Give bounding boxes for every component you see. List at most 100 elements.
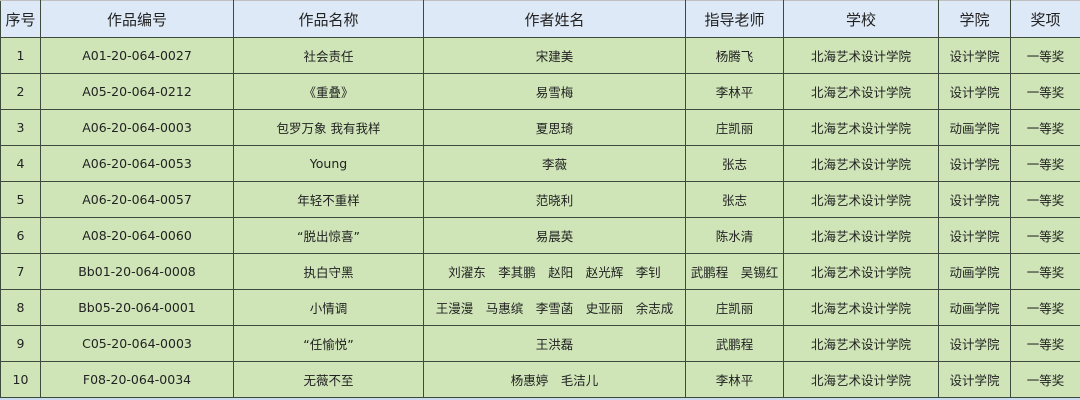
table-row: 8 Bb05-20-064-0001 小情调 王漫漫 马惠缤 李雪菡 史亚丽 余志成庄… [0,289,1080,326]
cell-award: 一等奖 [1010,109,1080,146]
cell-work-title: 无薇不至 [233,361,424,398]
table-row: 4 A06-20-064-0053 Young 李薇 张志 北海艺术设计学院 设计学院 一等奖 [0,145,1080,182]
table-row: 10 F08-20-064-0034 无薇不至 杨惠婷 毛洁儿 李林平 北海艺术设计学院设… [0,361,1080,398]
column-header-advisor: 指导老师 [685,0,784,38]
column-header-school: 学校 [783,0,939,38]
cell-authors: 范晓利 [423,181,686,218]
cell-advisor: 李林平 [685,361,784,398]
cell-college: 设计学院 [938,181,1011,218]
cell-authors: 杨惠婷 毛洁儿 [423,361,686,398]
cell-award: 一等奖 [1010,289,1080,326]
cell-index: 2 [0,73,41,110]
cell-college: 动画学院 [938,253,1011,290]
cell-index: 7 [0,253,41,290]
table-row: 1 A01-20-064-0027 社会责任 宋建美 杨腾飞 北海艺术设计学院 设计学院 一等… [0,37,1080,74]
cell-school: 北海艺术设计学院 [783,217,939,254]
cell-college: 设计学院 [938,145,1011,182]
cell-advisor: 陈水清 [685,217,784,254]
cell-advisor: 庄凯丽 [685,109,784,146]
cell-college: 动画学院 [938,109,1011,146]
cell-award: 一等奖 [1010,37,1080,74]
cell-college: 动画学院 [938,289,1011,326]
cell-advisor: 武鹏程 吴锡红 [685,253,784,290]
cell-index: 3 [0,109,41,146]
cell-advisor: 张志 [685,181,784,218]
cell-index: 4 [0,145,41,182]
cell-work-id: A06-20-064-0003 [40,109,234,146]
cell-work-id: A06-20-064-0057 [40,181,234,218]
cell-award: 一等奖 [1010,361,1080,398]
cell-school: 北海艺术设计学院 [783,361,939,398]
table-row: 6 A08-20-064-0060 “脱出惊喜” 易晨英 陈水清 北海艺术设计学院 设计学院… [0,217,1080,254]
table-row: 5 A06-20-064-0057 年轻不重样 范晓利 张志 北海艺术设计学院 设计学院 一等… [0,181,1080,218]
cell-advisor: 武鹏程 [685,325,784,362]
column-header-authors: 作者姓名 [423,0,686,38]
cell-authors: 宋建美 [423,37,686,74]
cell-advisor: 李林平 [685,73,784,110]
cell-award: 一等奖 [1010,217,1080,254]
cell-college: 设计学院 [938,73,1011,110]
header-row: 序号 作品编号 作品名称 作者姓名 指导老师 学校 学院 奖项 [0,0,1080,38]
cell-work-id: Bb01-20-064-0008 [40,253,234,290]
cell-work-title: 包罗万象 我有我样 [233,109,424,146]
cell-work-title: 执白守黑 [233,253,424,290]
cell-award: 一等奖 [1010,253,1080,290]
cell-school: 北海艺术设计学院 [783,109,939,146]
cell-index: 10 [0,361,41,398]
cell-college: 设计学院 [938,325,1011,362]
table-row: 9 C05-20-064-0003 “任愉悦” 王洪磊 武鹏程 北海艺术设计学院 设计学院一… [0,325,1080,362]
cell-index: 6 [0,217,41,254]
cell-index: 9 [0,325,41,362]
column-header-award: 奖项 [1010,0,1080,38]
cell-school: 北海艺术设计学院 [783,289,939,326]
cell-index: 1 [0,37,41,74]
cell-work-title: “脱出惊喜” [233,217,424,254]
table-row: 3 A06-20-064-0003 包罗万象 我有我样 夏思琦 庄凯丽 北海艺术设计学院动… [0,109,1080,146]
cell-award: 一等奖 [1010,181,1080,218]
cell-work-id: C05-20-064-0003 [40,325,234,362]
cell-work-title: 小情调 [233,289,424,326]
cell-work-id: A08-20-064-0060 [40,217,234,254]
column-header-index: 序号 [0,0,41,38]
cell-advisor: 张志 [685,145,784,182]
cell-work-title: 年轻不重样 [233,181,424,218]
cell-work-id: F08-20-064-0034 [40,361,234,398]
cell-college: 设计学院 [938,217,1011,254]
cell-work-id: Bb05-20-064-0001 [40,289,234,326]
column-header-work-id: 作品编号 [40,0,234,38]
cell-school: 北海艺术设计学院 [783,145,939,182]
table-row: 7 Bb01-20-064-0008 执白守黑 刘濯东 李其鹏 赵阳 赵光辉 李钊 武鹏… [0,253,1080,290]
cell-school: 北海艺术设计学院 [783,73,939,110]
cell-advisor: 杨腾飞 [685,37,784,74]
cell-work-title: 《重叠》 [233,73,424,110]
cell-work-id: A05-20-064-0212 [40,73,234,110]
cell-work-id: A01-20-064-0027 [40,37,234,74]
cell-work-title: Young [233,145,424,182]
cell-authors: 刘濯东 李其鹏 赵阳 赵光辉 李钊 [423,253,686,290]
cell-work-id: A06-20-064-0053 [40,145,234,182]
cell-work-title: 社会责任 [233,37,424,74]
cell-award: 一等奖 [1010,73,1080,110]
column-header-college: 学院 [938,0,1011,38]
cell-authors: 夏思琦 [423,109,686,146]
cell-award: 一等奖 [1010,145,1080,182]
cell-advisor: 庄凯丽 [685,289,784,326]
column-header-work-title: 作品名称 [233,0,424,38]
cell-authors: 易雪梅 [423,73,686,110]
cell-authors: 易晨英 [423,217,686,254]
cell-award: 一等奖 [1010,325,1080,362]
cell-college: 设计学院 [938,361,1011,398]
cell-index: 8 [0,289,41,326]
cell-authors: 李薇 [423,145,686,182]
cell-school: 北海艺术设计学院 [783,37,939,74]
cell-school: 北海艺术设计学院 [783,181,939,218]
cell-college: 设计学院 [938,37,1011,74]
cell-work-title: “任愉悦” [233,325,424,362]
cell-authors: 王洪磊 [423,325,686,362]
cell-authors: 王漫漫 马惠缤 李雪菡 史亚丽 余志成 [423,289,686,326]
cell-index: 5 [0,181,41,218]
cell-school: 北海艺术设计学院 [783,253,939,290]
cell-school: 北海艺术设计学院 [783,325,939,362]
table-row: 2 A05-20-064-0212 《重叠》 易雪梅 李林平 北海艺术设计学院 设计学院 一等… [0,73,1080,110]
